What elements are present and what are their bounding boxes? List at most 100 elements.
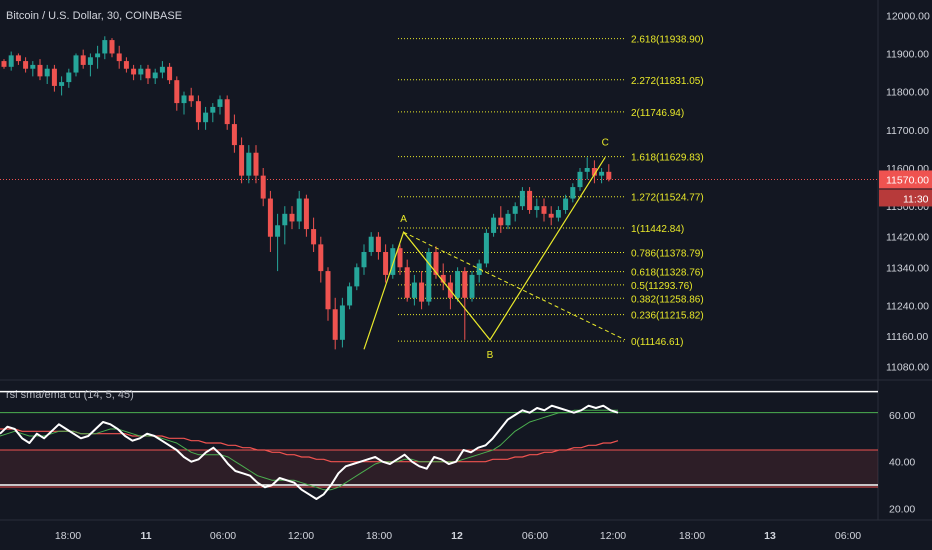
candle-body — [95, 53, 101, 58]
time-tick-label: 06:00 — [210, 530, 236, 542]
candle-body — [51, 68, 57, 86]
candle-body — [145, 68, 151, 79]
fib-level-label: 1.618(11629.83) — [631, 153, 704, 164]
candle-body — [23, 61, 29, 69]
price-tick-label: 12000.00 — [886, 10, 930, 22]
sma-line — [0, 409, 618, 491]
candle-body — [483, 232, 489, 264]
candle-body — [599, 171, 605, 176]
price-tick-label: 11800.00 — [886, 87, 929, 99]
pattern-label-a: A — [400, 214, 407, 225]
current-price-tag — [879, 170, 932, 189]
candle-body — [123, 61, 129, 69]
price-tick-label: 11900.00 — [886, 48, 929, 60]
candle-body — [440, 274, 446, 283]
current-price-value: 11570.00 — [886, 174, 929, 186]
candle-body — [505, 213, 511, 226]
candle-body — [44, 68, 50, 77]
abc-pattern[interactable]: A B C — [363, 137, 626, 361]
candle-body — [354, 267, 360, 287]
price-tick-label: 11340.00 — [886, 262, 929, 274]
candle-body — [519, 190, 525, 207]
time-tick-label: 12:00 — [600, 530, 626, 542]
candle-body — [152, 72, 158, 79]
rsi-indicator-pane: 60.00 40.00 20.00 — [0, 390, 915, 515]
candle-body — [239, 145, 245, 176]
bar-timer-tag — [879, 189, 932, 207]
time-tick-label: 06:00 — [522, 530, 548, 542]
pattern-label-b: B — [487, 350, 494, 361]
candle-body — [8, 55, 14, 67]
bar-timer-value: 11:30 — [903, 193, 929, 205]
candle-body — [116, 53, 122, 62]
price-tick-label: 11420.00 — [886, 232, 929, 244]
candle-body — [411, 282, 417, 298]
candle-body — [419, 282, 425, 302]
pattern-leg — [363, 156, 606, 350]
candle-body — [426, 252, 432, 302]
time-tick-label: 12 — [451, 530, 463, 542]
fib-level-label: 1.272(11524.77) — [631, 193, 704, 204]
candle-body — [203, 112, 209, 123]
candle-body — [318, 244, 324, 272]
fib-level-label: 0(11146.61) — [631, 337, 683, 348]
candle-body — [131, 68, 137, 75]
candle-body — [275, 225, 281, 237]
candle-body — [498, 217, 504, 226]
candle-body — [102, 40, 108, 54]
price-tick-label: 11160.00 — [886, 331, 928, 343]
candle-body — [361, 252, 367, 268]
candle-body — [606, 171, 612, 180]
candle-body — [548, 213, 554, 218]
candle-body — [332, 309, 338, 340]
pattern-ab-dashed — [403, 231, 491, 341]
rsi-tick-label: 40.00 — [889, 457, 915, 469]
candle-body — [339, 305, 345, 340]
candle-body — [174, 80, 180, 104]
time-tick-label: 18:00 — [366, 530, 392, 542]
candle-body — [325, 271, 331, 310]
price-tick-label: 11240.00 — [886, 300, 929, 312]
candle-body — [87, 57, 93, 65]
candle-body — [404, 267, 410, 298]
price-axis[interactable]: 12000.0011900.0011800.0011700.0011600.00… — [879, 10, 932, 374]
fib-level-label: 0.5(11293.76) — [631, 281, 693, 292]
candle-body — [584, 168, 590, 172]
candle-body — [59, 82, 65, 86]
candle-body — [347, 286, 353, 306]
candle-body — [527, 190, 533, 210]
fib-level-label: 0.382(11258.86) — [631, 294, 704, 305]
time-axis[interactable]: 18:00 11 06:00 12:00 18:00 12 06:00 12:00 18:00 1… — [55, 530, 861, 542]
candle-body — [512, 206, 518, 214]
symbol-title: Bitcoin / U.S. Dollar, 30, COINBASE — [6, 10, 183, 22]
rsi-tick-label: 20.00 — [889, 503, 915, 515]
candle-body — [210, 106, 216, 113]
fib-level-label: 2.618(11938.90) — [631, 35, 704, 46]
fib-level-label: 2(11746.94) — [631, 108, 684, 119]
time-tick-label: 06:00 — [835, 530, 861, 542]
candle-body — [66, 72, 72, 83]
candle-body — [455, 271, 461, 298]
candle-body — [267, 198, 273, 237]
oversold-zone — [0, 450, 878, 485]
price-tick-label: 11080.00 — [886, 362, 929, 374]
pattern-label-c: C — [602, 137, 609, 148]
candle-body — [375, 236, 381, 252]
candle-body — [368, 236, 374, 252]
pattern-projection-line — [403, 231, 626, 341]
candle-body — [383, 252, 389, 275]
candle-body — [253, 152, 259, 176]
fib-level-label: 0.786(11378.79) — [631, 248, 704, 259]
candle-body — [390, 248, 396, 275]
time-tick-label: 11 — [140, 530, 151, 542]
candle-body — [397, 248, 403, 268]
candle-body — [224, 99, 230, 125]
fibonacci-extension[interactable]: 0(11146.61) 0.236(11215.82) 0.382(11258.86… — [398, 35, 704, 349]
candle-body — [80, 55, 86, 65]
candle-body — [433, 252, 439, 275]
candle-body — [188, 95, 194, 102]
rsi-tick-label: 60.00 — [889, 410, 915, 422]
candle-body — [296, 198, 302, 222]
fib-level-label: 1(11442.84) — [631, 224, 684, 235]
